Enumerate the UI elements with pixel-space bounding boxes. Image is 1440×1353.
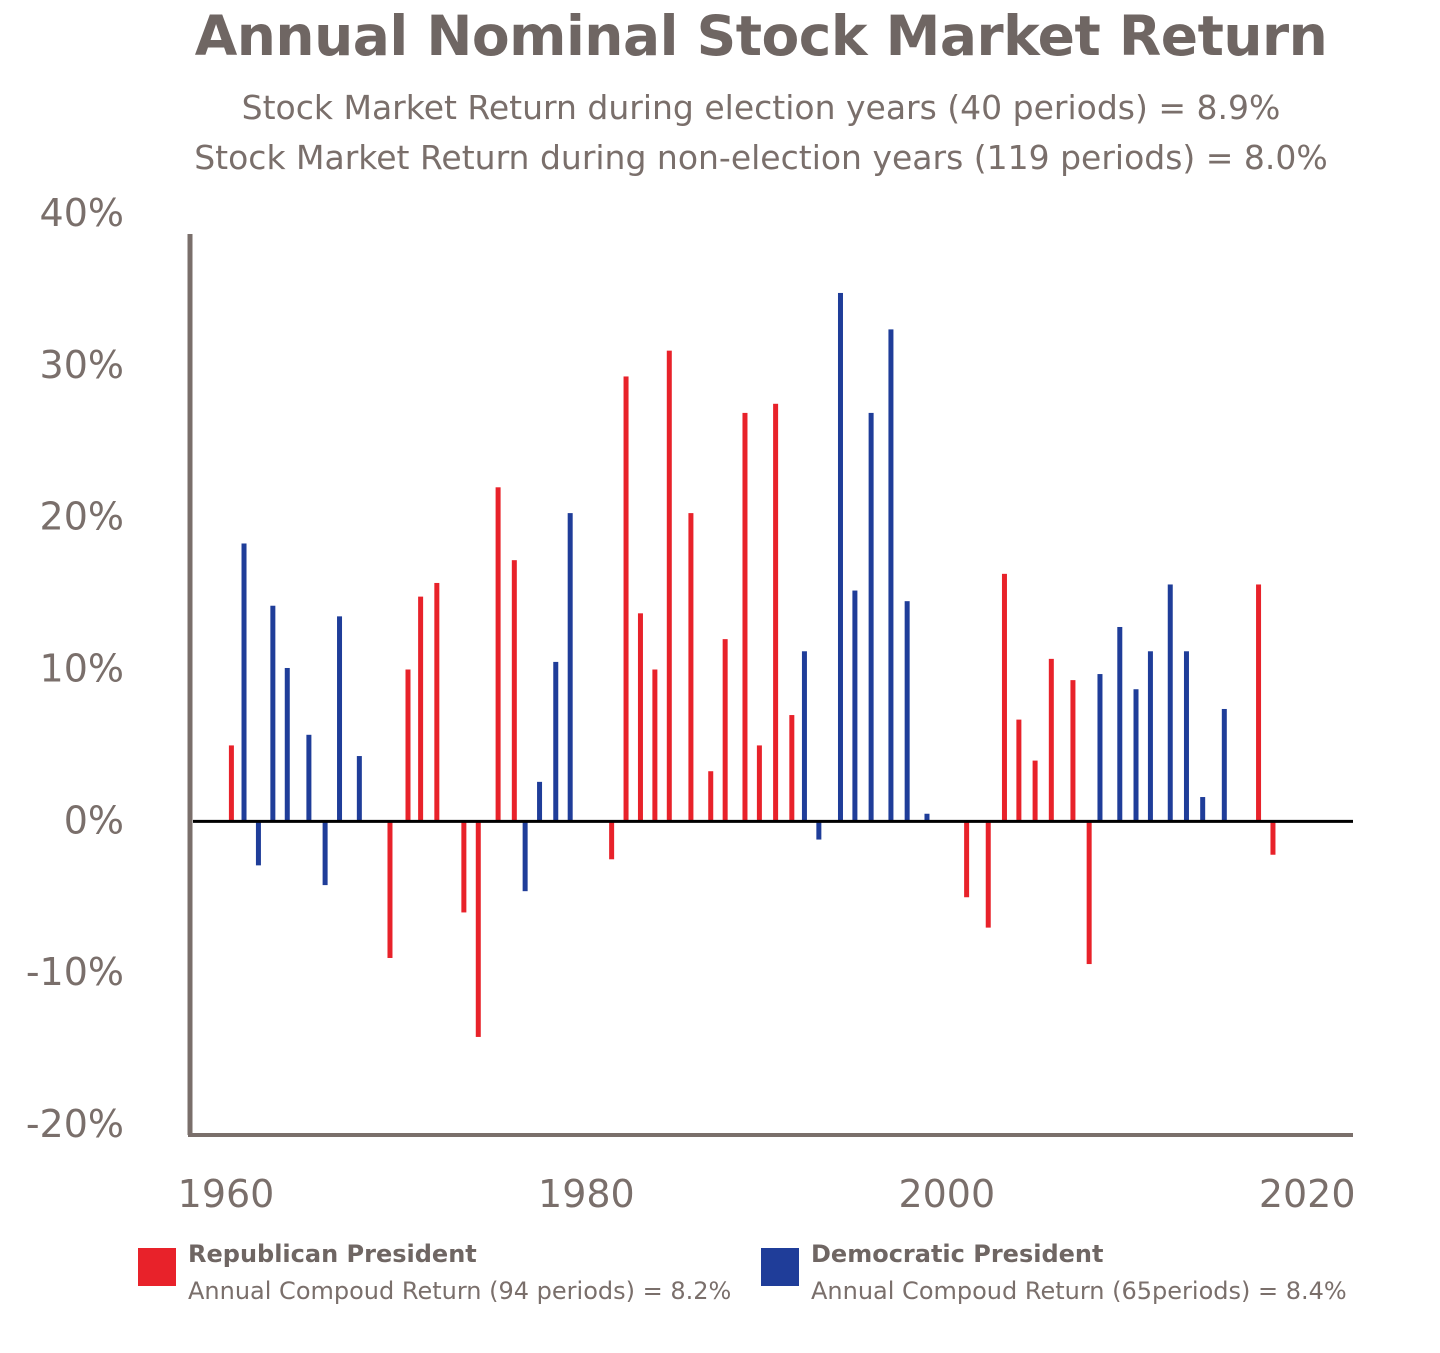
y-tick-label: 0% [64, 798, 124, 842]
x-tick-label: 2000 [898, 1172, 995, 1216]
bar-democratic [1200, 797, 1206, 822]
y-tick-label: -10% [26, 950, 124, 994]
y-tick-label: 20% [40, 495, 124, 539]
legend-desc-republican: Annual Compoud Return (94 periods) = 8.2… [188, 1277, 732, 1305]
legend-desc-democratic: Annual Compoud Return (65periods) = 8.4% [811, 1277, 1347, 1305]
y-tick-label: 30% [40, 343, 124, 387]
bar-democratic [1167, 584, 1173, 822]
bar-republican [773, 403, 779, 822]
bar-republican [387, 821, 393, 958]
bar-democratic [1133, 689, 1139, 822]
bar-democratic [522, 821, 528, 892]
y-axis-ticks: 40% 30% 20% 10% 0% -10% -20% [26, 191, 124, 1146]
bar-democratic [284, 667, 290, 822]
bar-republican [623, 376, 629, 822]
bar-republican [637, 613, 643, 822]
bar-democratic [567, 513, 573, 822]
y-tick-label: -20% [26, 1102, 124, 1146]
bar-republican [985, 821, 991, 928]
bar-democratic [322, 821, 328, 886]
bar-republican [652, 669, 658, 822]
bar-democratic [852, 590, 858, 822]
chart-subtitle-election: Stock Market Return during election year… [241, 88, 1281, 127]
bar-republican [1256, 584, 1262, 822]
bar-republican [418, 596, 424, 822]
bar-republican [666, 350, 672, 822]
x-tick-label: 2020 [1259, 1172, 1356, 1216]
bar-republican [461, 821, 467, 913]
bar-democratic [1117, 626, 1123, 822]
bar-democratic [553, 661, 559, 822]
bar-democratic [924, 813, 930, 822]
bar-republican [495, 487, 501, 822]
bar-republican [722, 639, 728, 822]
bar-democratic [904, 601, 910, 822]
bar-democratic [888, 329, 894, 822]
bar-democratic [816, 821, 822, 840]
x-tick-label: 1980 [538, 1172, 635, 1216]
bar-republican [1270, 821, 1276, 855]
bar-republican [405, 669, 411, 822]
bar-republican [1070, 680, 1076, 822]
bar-democratic [537, 781, 543, 822]
bar-republican [964, 821, 970, 898]
bar-republican [756, 745, 762, 822]
bar-series [228, 292, 1276, 1037]
bar-republican [789, 715, 795, 822]
bar-republican [475, 821, 481, 1037]
bar-democratic [801, 651, 807, 822]
bar-republican [1048, 658, 1054, 822]
chart-title: Annual Nominal Stock Market Return [194, 4, 1328, 68]
bar-republican [1086, 821, 1092, 965]
bar-democratic [1147, 651, 1153, 822]
bar-republican [1001, 573, 1007, 822]
bar-democratic [270, 605, 276, 822]
y-tick-label: 40% [40, 191, 124, 235]
legend-label-republican: Republican President [188, 1240, 477, 1268]
legend-swatch-republican [138, 1248, 176, 1286]
bar-republican [434, 582, 440, 822]
bar-democratic [337, 616, 343, 822]
bar-republican [228, 745, 234, 822]
bar-republican [1032, 760, 1038, 822]
bar-republican [742, 412, 748, 822]
x-tick-label: 1960 [178, 1172, 275, 1216]
legend-label-democratic: Democratic President [811, 1240, 1104, 1268]
bar-democratic [1097, 674, 1103, 822]
chart-subtitle-non-election: Stock Market Return during non-election … [194, 138, 1328, 177]
bar-republican [511, 560, 517, 822]
bar-republican [609, 821, 615, 860]
bar-democratic [255, 821, 261, 866]
legend-swatch-democratic [761, 1248, 799, 1286]
bar-republican [688, 513, 694, 822]
bar-democratic [356, 756, 362, 822]
bar-republican [1016, 719, 1022, 822]
bar-democratic [1183, 651, 1189, 822]
bar-democratic [837, 292, 843, 822]
bar-democratic [241, 543, 247, 822]
x-axis-ticks: 1960 1980 2000 2020 [178, 1172, 1356, 1216]
bar-republican [708, 771, 714, 822]
bar-democratic [1221, 708, 1227, 822]
bar-democratic [306, 734, 312, 822]
y-tick-label: 10% [40, 647, 124, 691]
bar-democratic [868, 412, 874, 822]
